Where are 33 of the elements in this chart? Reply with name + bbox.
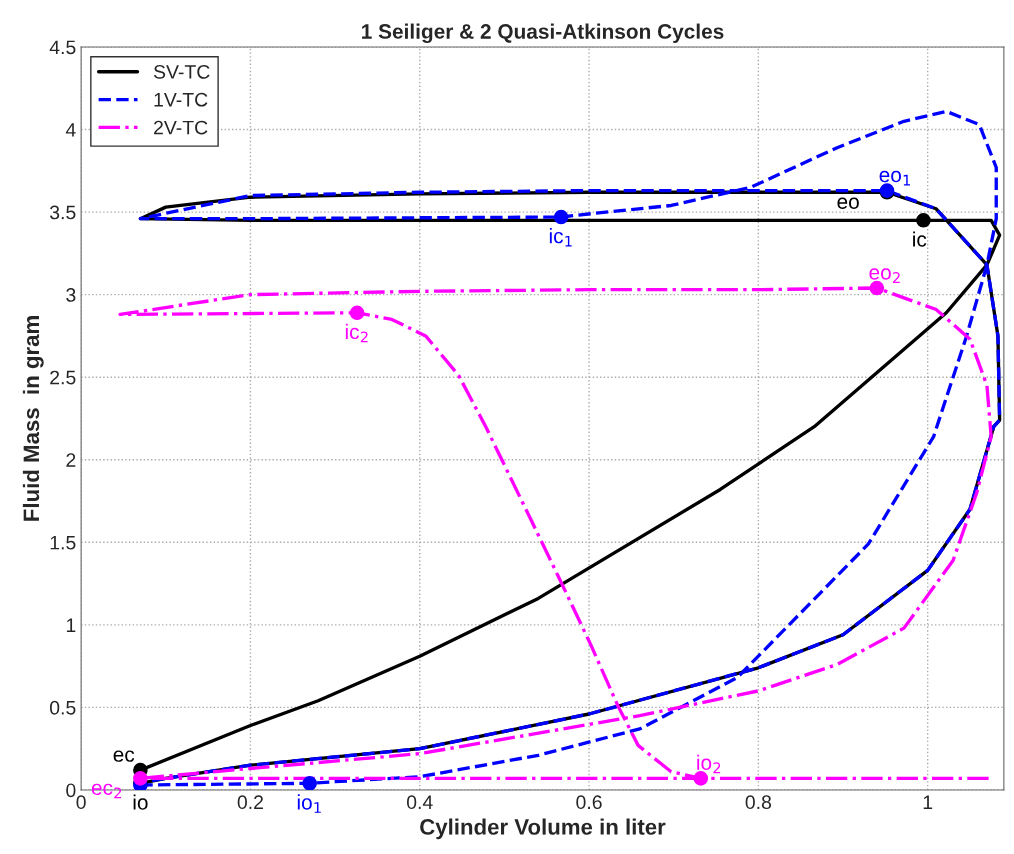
x-tick-label: 0.4 [406,795,433,810]
x-tick-label: 0.6 [576,795,602,810]
y-tick-label: 1 [66,618,76,632]
x-tick-label: 0.8 [745,795,772,810]
y-tick-label: 1.5 [50,535,76,550]
x-tick-label: 0 [76,795,86,810]
x-axis-title: Cylinder Volume in liter [420,818,666,840]
annotation: ic [913,231,927,247]
x-tick-label: 0.2 [237,795,263,810]
legend-label: 2V-TC [154,120,208,135]
y-tick-label: 3 [66,288,76,302]
annotation: io [133,794,148,810]
chart-title: 1 Seiliger & 2 Quasi-Atkinson Cycles [362,23,724,44]
legend-label: SV-TC [153,64,210,79]
annotation: io$_{2}$ [697,754,721,774]
y-tick-label: 4 [65,123,76,137]
y-tick-label: 0 [66,783,76,798]
y-tick-label: 2 [66,453,76,467]
x-tick-label: 1 [923,795,933,809]
y-tick-label: 0.5 [49,700,76,715]
annotation: ic$_{2}$ [345,323,368,343]
y-tick-label: 4.5 [49,40,76,55]
legend-label: 1V-TC [154,92,208,107]
annotation: ec$_{2}$ [91,783,122,799]
annotation: eo$_{2}$ [869,268,900,283]
annotation: ec [113,750,135,762]
annotation: eo [837,197,859,209]
annotation: ic$_{1}$ [549,228,572,247]
y-axis-title: Fluid Mass in gram [22,316,44,521]
y-tick-label: 2.5 [50,370,76,385]
y-tick-label: 3.5 [49,205,76,220]
annotation: eo$_{1}$ [879,170,911,186]
annotation: io$_{1}$ [297,794,321,813]
